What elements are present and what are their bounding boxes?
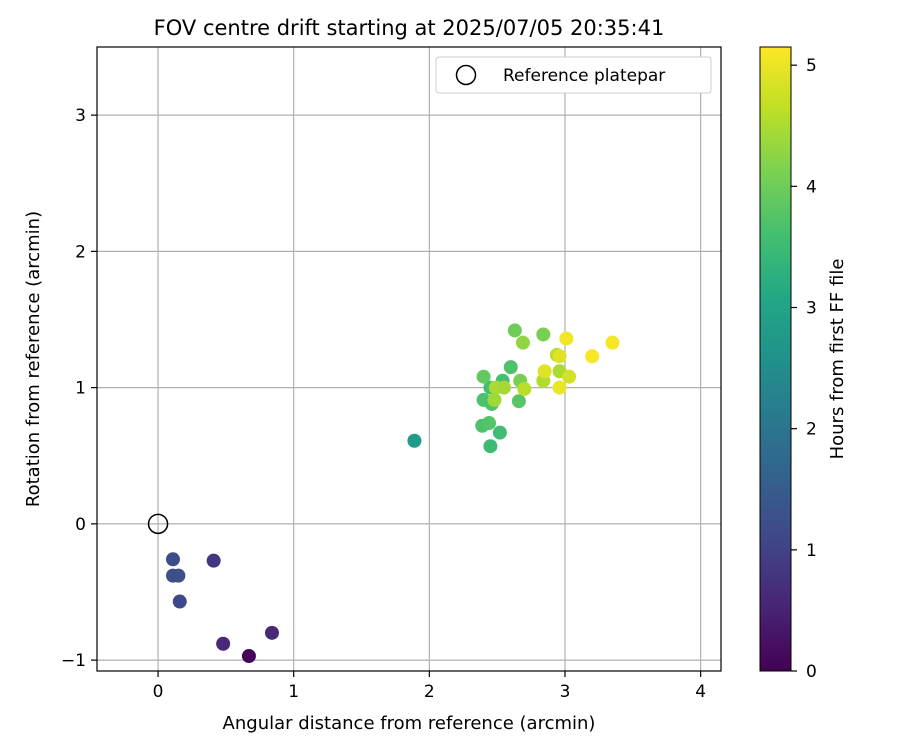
data-point [507, 323, 522, 338]
colorbar-ticks: 0 1 2 3 4 5 [791, 56, 817, 682]
colorbar-tick-label: 3 [806, 299, 817, 319]
colorbar-gradient [759, 46, 792, 672]
data-point [407, 433, 422, 448]
colorbar-tick-label: 0 [806, 662, 817, 682]
legend-box [435, 56, 712, 94]
colorbar: 0 1 2 3 4 5 Hours from first FF file [759, 46, 848, 682]
data-point [605, 335, 620, 350]
data-point [537, 364, 552, 379]
legend-label: Reference platepar [503, 66, 665, 86]
data-point [476, 369, 491, 384]
grid [97, 47, 721, 671]
data-point [264, 625, 279, 640]
colorbar-tick-label: 5 [806, 56, 817, 76]
data-point [171, 568, 186, 583]
points-layer [165, 323, 620, 664]
data-point [585, 349, 600, 364]
data-point [562, 369, 577, 384]
data-point [503, 360, 518, 375]
y-axis: −1 0 1 2 3 [61, 106, 97, 671]
y-tick-label: 1 [75, 379, 86, 399]
data-point [172, 594, 187, 609]
legend-marker-icon [455, 64, 477, 86]
y-tick-label: 0 [75, 515, 86, 535]
reference-platepar-marker [147, 513, 169, 535]
y-tick-label: 3 [75, 106, 86, 126]
colorbar-tick-label: 4 [806, 177, 817, 197]
data-point [483, 439, 498, 454]
data-point [487, 392, 502, 407]
x-tick-label: 2 [424, 682, 435, 702]
data-point [559, 331, 574, 346]
x-tick-label: 1 [288, 682, 299, 702]
data-point [517, 381, 532, 396]
data-point [165, 552, 180, 567]
data-point [552, 380, 567, 395]
data-point [515, 335, 530, 350]
x-axis-label: Angular distance from reference (arcmin) [223, 713, 596, 734]
colorbar-label: Hours from first FF file [827, 259, 848, 460]
data-point [536, 327, 551, 342]
x-tick-label: 4 [695, 682, 706, 702]
y-tick-label: 2 [75, 242, 86, 262]
data-point [492, 425, 507, 440]
y-axis-label: Rotation from reference (arcmin) [23, 211, 44, 507]
x-axis: 0 1 2 3 4 [153, 671, 706, 702]
x-tick-label: 0 [153, 682, 164, 702]
data-point [206, 553, 221, 568]
data-point [552, 349, 567, 364]
data-point [496, 380, 511, 395]
x-tick-label: 3 [560, 682, 571, 702]
data-point [241, 649, 256, 664]
colorbar-tick-label: 2 [806, 420, 817, 440]
data-point [216, 636, 231, 651]
y-tick-label: −1 [61, 651, 86, 671]
plot-frame [96, 46, 722, 672]
legend: Reference platepar [435, 56, 712, 94]
colorbar-tick-label: 1 [806, 541, 817, 561]
data-point [511, 394, 526, 409]
data-point [482, 416, 497, 431]
chart-title: FOV centre drift starting at 2025/07/05 … [154, 16, 665, 40]
